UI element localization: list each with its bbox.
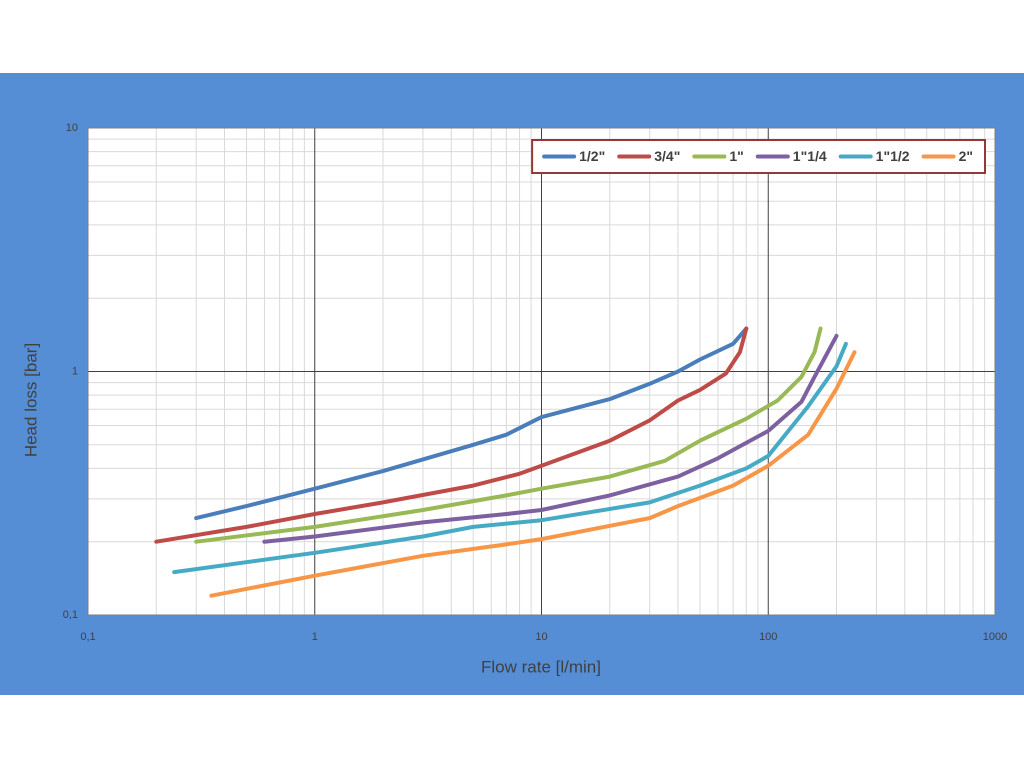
y-tick-label: 10: [66, 122, 78, 134]
series-line: [154, 326, 749, 544]
x-axis-title: Flow rate [l/min]: [481, 657, 601, 676]
legend-label: 1"1/2: [876, 148, 910, 164]
x-tick-label: 100: [759, 631, 777, 643]
x-tick-label: 0,1: [80, 631, 95, 643]
y-tick-label: 1: [72, 365, 78, 377]
x-tick-label: 10: [535, 631, 547, 643]
legend-label: 1": [729, 148, 743, 164]
legend-label: 3/4": [654, 148, 680, 164]
series-line: [194, 326, 823, 544]
x-tick-label: 1000: [983, 631, 1007, 643]
legend-label: 1/2": [579, 148, 605, 164]
grid: [87, 127, 996, 616]
series-line: [194, 326, 749, 521]
legend-label: 2": [959, 148, 973, 164]
y-tick-label: 0,1: [63, 609, 78, 621]
series-lines: [154, 326, 857, 598]
tick-labels: 0,1 1 10 100 1000 0,1 1 10: [63, 122, 1008, 643]
legend: 1/2" 3/4" 1" 1"1/4 1"1/2 2": [531, 139, 986, 174]
series-line: [262, 333, 839, 544]
x-tick-label: 1: [312, 631, 318, 643]
series-line: [172, 341, 848, 575]
legend-items: 1/2" 3/4" 1" 1"1/4 1"1/2 2": [542, 148, 973, 164]
plot-border: [87, 127, 996, 616]
legend-label: 1"1/4: [793, 148, 827, 164]
y-axis-title: Head loss [bar]: [21, 343, 40, 457]
series-line: [209, 350, 857, 598]
